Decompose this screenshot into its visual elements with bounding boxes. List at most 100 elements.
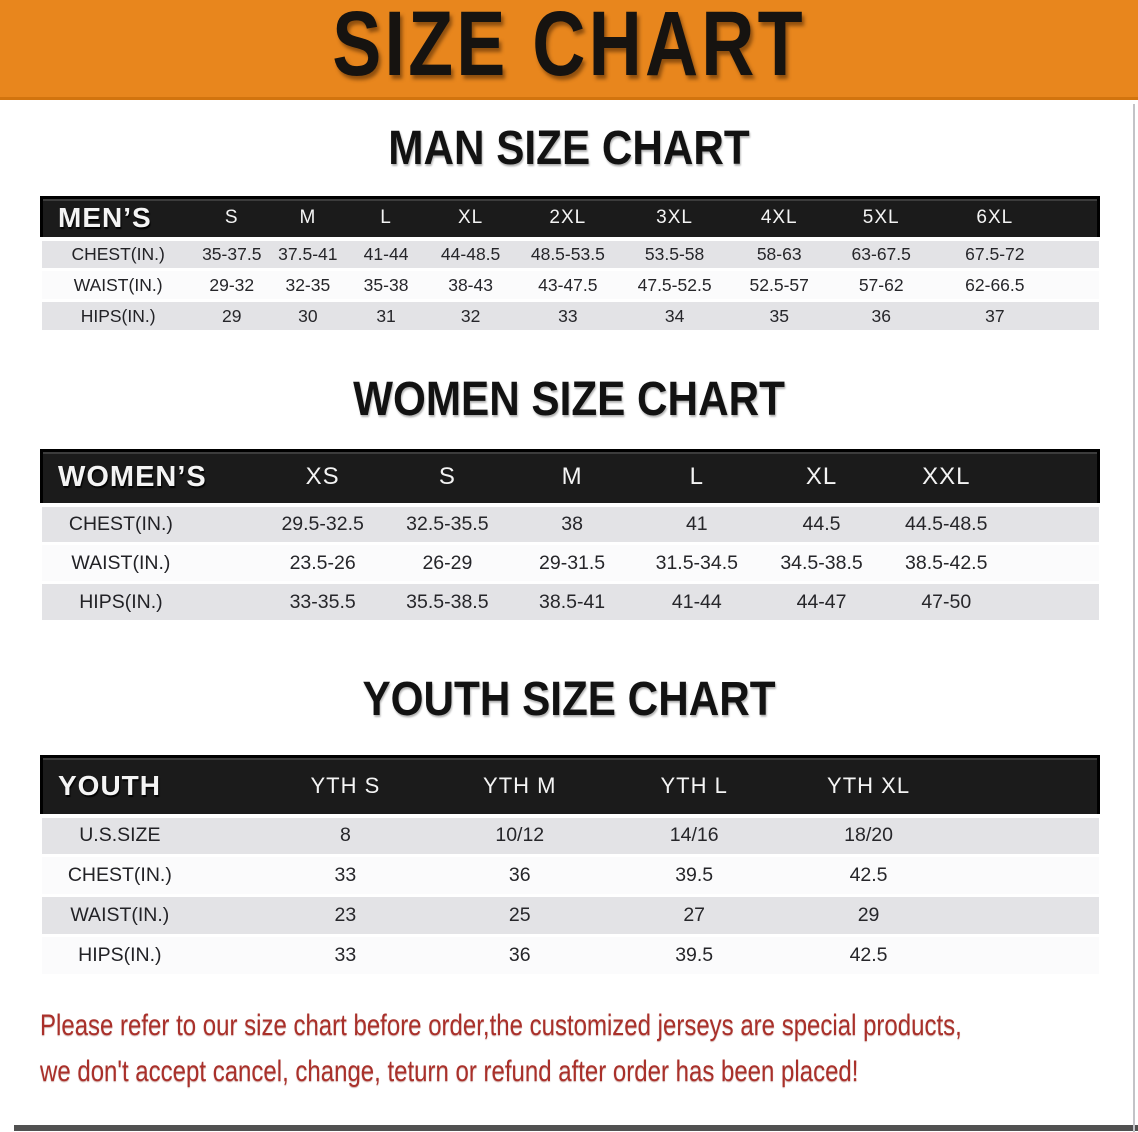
measurement-row: CHEST(IN.) 35-37.5 37.5-41 41-44 44-48.5 48.5… (41, 238, 1099, 271)
size-value: 27 (606, 895, 782, 937)
header-filler (1056, 196, 1101, 241)
size-column-header: XL (759, 449, 884, 507)
size-value: 41 (634, 504, 760, 545)
women-section-heading: WOMEN SIZE CHART (353, 373, 785, 426)
measurement-label: HIPS(IN.) (41, 935, 259, 977)
size-column-header: XS (260, 449, 386, 507)
size-value: 33 (516, 300, 620, 333)
size-value: 38.5-41 (509, 582, 635, 623)
row-filler (1008, 543, 1099, 584)
youth-section-heading: YOUTH SIZE CHART (362, 673, 776, 726)
measurement-label: CHEST(IN.) (41, 855, 259, 897)
size-value: 63-67.5 (828, 238, 934, 271)
size-table-header-row: YOUTH YTH S YTH M YTH L YTH XL (40, 755, 1100, 818)
header-filler (1008, 449, 1100, 507)
size-value: 33 (258, 935, 433, 977)
size-value: 8 (258, 815, 433, 857)
measurement-row: HIPS(IN.) 33-35.5 35.5-38.5 38.5-41 41-44 44-… (41, 582, 1099, 623)
measurement-label: WAIST(IN.) (41, 543, 261, 584)
measurement-label: CHEST(IN.) (41, 238, 195, 271)
size-value: 41-44 (634, 582, 760, 623)
size-value: 36 (828, 300, 934, 333)
size-value: 44-47 (759, 582, 884, 623)
size-value: 32 (425, 300, 517, 333)
size-value: 29 (781, 895, 956, 937)
size-column-header: S (385, 449, 510, 507)
measurement-label: CHEST(IN.) (41, 504, 261, 545)
size-value: 29.5-32.5 (260, 504, 386, 545)
size-column-header: 4XL (729, 196, 829, 241)
size-column-header: 3XL (619, 196, 730, 241)
size-value: 41-44 (346, 238, 426, 271)
size-column-header: M (268, 196, 347, 241)
size-column-header: L (346, 196, 426, 241)
size-value: 23.5-26 (260, 543, 386, 584)
row-filler (1056, 300, 1099, 333)
men-size-table: MEN’S S M L XL 2XL 3XL 4XL 5XL 6XL CHEST(IN.) 35-37… (39, 196, 1101, 333)
size-value: 35-38 (346, 269, 426, 302)
measurement-label: WAIST(IN.) (41, 269, 195, 302)
measurement-row: U.S.SIZE 8 10/12 14/16 18/20 (41, 815, 1099, 857)
size-value: 43-47.5 (516, 269, 620, 302)
youth-size-table: YOUTH YTH S YTH M YTH L YTH XL U.S.SIZE 8 10/12… (40, 755, 1100, 977)
size-value: 31 (346, 300, 426, 333)
measurement-label: U.S.SIZE (41, 815, 259, 857)
size-value: 53.5-58 (619, 238, 730, 271)
row-filler (955, 895, 1099, 937)
measurement-row: CHEST(IN.) 33 36 39.5 42.5 (41, 855, 1099, 897)
disclaimer-line-1: Please refer to our size chart before or… (40, 1009, 962, 1042)
size-value: 67.5-72 (933, 238, 1057, 271)
size-value: 44-48.5 (425, 238, 517, 271)
measurement-row: CHEST(IN.) 29.5-32.5 32.5-35.5 38 41 44.5 44.5… (41, 504, 1099, 545)
size-column-header: YTH M (432, 755, 607, 818)
size-value: 33 (258, 855, 433, 897)
size-value: 37.5-41 (268, 238, 347, 271)
size-value: 44.5 (759, 504, 884, 545)
measurement-label: HIPS(IN.) (41, 300, 195, 333)
disclaimer-line-2: we don't accept cancel, change, teturn o… (40, 1055, 859, 1088)
size-group-label: MEN’S (39, 196, 195, 241)
size-column-header: 2XL (516, 196, 620, 241)
measurement-row: WAIST(IN.) 23.5-26 26-29 29-31.5 31.5-34.5 34… (41, 543, 1099, 584)
women-size-table: WOMEN’S XS S M L XL XXL CHEST(IN.) 29.5-32.5 32.5… (40, 449, 1100, 623)
size-value: 29 (194, 300, 269, 333)
row-filler (955, 815, 1099, 857)
size-value: 25 (432, 895, 607, 937)
size-value: 58-63 (729, 238, 829, 271)
size-value: 62-66.5 (933, 269, 1057, 302)
size-group-label: WOMEN’S (40, 449, 261, 507)
size-value: 29-31.5 (509, 543, 635, 584)
size-value: 57-62 (828, 269, 934, 302)
measurement-label: HIPS(IN.) (41, 582, 261, 623)
size-table-header-row: WOMEN’S XS S M L XL XXL (40, 449, 1100, 507)
size-value: 30 (268, 300, 347, 333)
size-value: 52.5-57 (729, 269, 829, 302)
size-column-header: YTH XL (781, 755, 956, 818)
size-value: 31.5-34.5 (634, 543, 760, 584)
size-column-header: S (194, 196, 269, 241)
banner: SIZE CHART (0, 0, 1138, 100)
size-column-header: YTH L (606, 755, 782, 818)
disclaimer-text: Please refer to our size chart before or… (40, 1003, 962, 1095)
size-value: 44.5-48.5 (883, 504, 1009, 545)
size-value: 29-32 (194, 269, 269, 302)
size-value: 14/16 (606, 815, 782, 857)
size-value: 47.5-52.5 (619, 269, 730, 302)
size-value: 39.5 (606, 935, 782, 977)
size-value: 36 (432, 935, 607, 977)
men-section-heading: MAN SIZE CHART (388, 122, 750, 175)
size-value: 37 (933, 300, 1057, 333)
row-filler (955, 855, 1099, 897)
size-column-header: XL (425, 196, 517, 241)
row-filler (1008, 504, 1099, 545)
size-value: 48.5-53.5 (516, 238, 620, 271)
size-group-label: YOUTH (40, 755, 259, 818)
size-value: 42.5 (781, 855, 956, 897)
bottom-edge-artifact (14, 1125, 1138, 1131)
size-value: 38 (509, 504, 635, 545)
size-column-header: 5XL (828, 196, 934, 241)
size-value: 23 (258, 895, 433, 937)
right-edge-artifact (1133, 104, 1135, 1132)
size-value: 35-37.5 (194, 238, 269, 271)
size-value: 18/20 (781, 815, 956, 857)
